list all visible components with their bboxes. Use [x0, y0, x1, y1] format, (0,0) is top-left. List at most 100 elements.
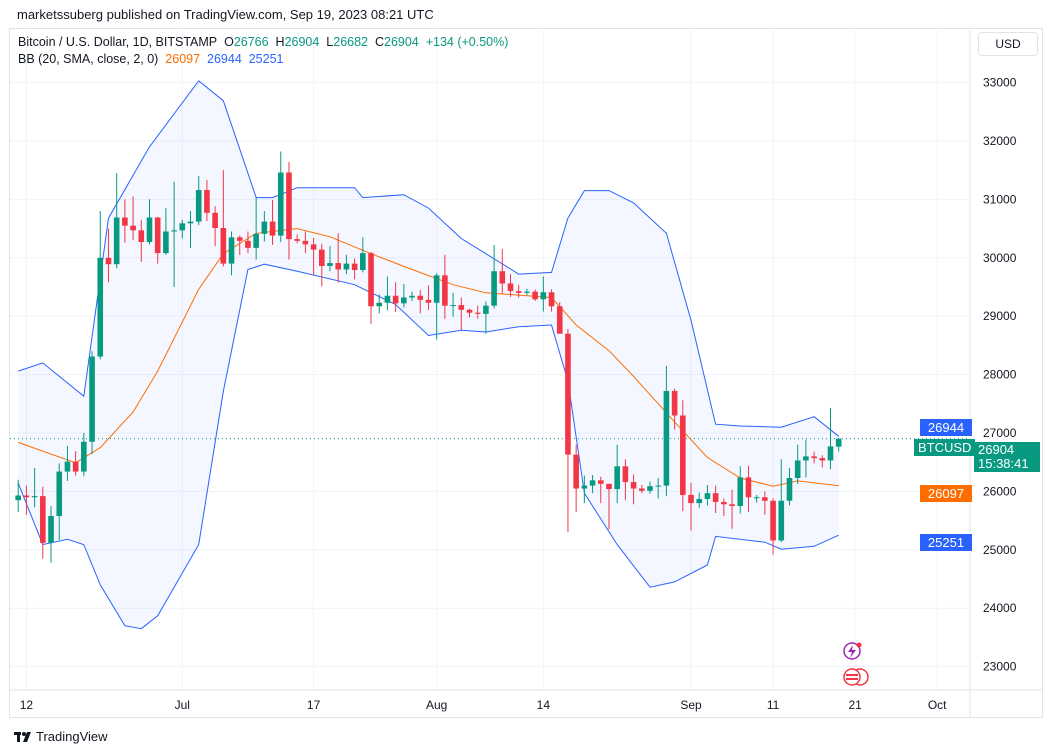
- candle-body: [40, 496, 46, 543]
- candle-body: [762, 497, 768, 501]
- candle-body: [753, 497, 760, 499]
- price-tick-label: 27000: [983, 426, 1017, 440]
- close-label: C: [374, 35, 384, 49]
- price-tick-label: 32000: [983, 134, 1017, 148]
- candle-body: [261, 221, 268, 234]
- candle-body: [638, 488, 645, 491]
- time-tick-label: 17: [307, 698, 321, 712]
- candle: [23, 485, 30, 515]
- candle: [622, 459, 629, 501]
- candle-body: [343, 263, 350, 270]
- candle-body: [335, 263, 342, 270]
- time-tick-label: Oct: [928, 698, 947, 712]
- candle-body: [384, 295, 391, 303]
- chart-frame: [9, 28, 1043, 718]
- candle: [474, 305, 481, 319]
- time-tick-label: Jul: [175, 698, 190, 712]
- candle-body: [187, 221, 194, 224]
- price-tick-label: 24000: [983, 601, 1017, 615]
- open-value: 26766: [233, 35, 269, 49]
- candle: [712, 485, 719, 514]
- lightning-glyph-icon: [848, 645, 856, 658]
- candle: [97, 211, 104, 360]
- low-value: 26682: [333, 35, 369, 49]
- candle: [64, 445, 71, 481]
- symbol-title[interactable]: Bitcoin / U.S. Dollar, 1D, BITSTAMP: [18, 35, 218, 49]
- candle: [647, 481, 653, 494]
- candle-body: [696, 499, 703, 504]
- candle-body: [409, 295, 415, 298]
- us-flag-event-icon[interactable]: [843, 668, 861, 686]
- candle: [105, 228, 112, 283]
- candle-body: [655, 485, 662, 487]
- time-tick-label: 14: [537, 698, 551, 712]
- candle-body: [286, 172, 292, 240]
- price-tick-label: 25000: [983, 543, 1017, 557]
- candle-body: [327, 263, 333, 266]
- bb-title[interactable]: BB (20, SMA, close, 2, 0): [18, 52, 159, 66]
- candle: [507, 274, 514, 297]
- candle-body: [163, 231, 169, 254]
- candle: [409, 291, 415, 302]
- candle: [737, 466, 744, 514]
- candle: [327, 246, 333, 272]
- candle: [753, 494, 760, 503]
- candle: [778, 459, 785, 543]
- candle: [89, 351, 95, 455]
- candle: [335, 233, 342, 283]
- candle: [655, 477, 662, 499]
- candle: [770, 498, 776, 555]
- candle-body: [565, 333, 571, 455]
- candle-body: [794, 460, 801, 478]
- candle-body: [146, 217, 153, 243]
- candle-body: [721, 501, 727, 505]
- candle: [286, 162, 292, 260]
- candle: [450, 292, 456, 317]
- bb-lower-tag: 25251: [920, 534, 972, 551]
- candle-body: [827, 446, 834, 461]
- currency-button[interactable]: USD: [978, 32, 1038, 56]
- price-tick-label: 23000: [983, 660, 1017, 674]
- bollinger-lower-line: [17, 263, 839, 630]
- price-tick-label: 29000: [983, 309, 1017, 323]
- candle-body: [688, 494, 694, 504]
- price-tick-label: 33000: [983, 76, 1017, 90]
- candle: [368, 251, 374, 324]
- candle-body: [803, 456, 809, 461]
- candle: [565, 329, 571, 533]
- bb-basis-value: 26097: [165, 52, 201, 66]
- candle: [253, 196, 259, 260]
- candle: [794, 444, 801, 484]
- candles: [15, 151, 842, 563]
- candle: [40, 486, 46, 559]
- bb-lower-value: 25251: [248, 52, 284, 66]
- candle: [154, 216, 161, 264]
- candle-body: [171, 230, 177, 232]
- candle: [15, 479, 22, 512]
- candle: [228, 231, 235, 276]
- candle: [113, 173, 120, 269]
- candle: [606, 483, 612, 530]
- candle-body: [532, 291, 538, 300]
- candle: [261, 211, 268, 242]
- candle-body: [23, 495, 30, 498]
- tradingview-logo[interactable]: TradingView: [14, 729, 108, 744]
- candle-body: [835, 438, 842, 447]
- candle: [245, 231, 251, 254]
- candle: [417, 289, 424, 314]
- candle-body: [458, 305, 465, 310]
- candle-body: [597, 480, 604, 484]
- price-tick-label: 31000: [983, 192, 1017, 206]
- candle-body: [474, 312, 481, 314]
- candle-body: [56, 471, 63, 516]
- low-label: L: [326, 35, 334, 49]
- candle-body: [704, 493, 711, 500]
- candle: [138, 219, 145, 262]
- candle-body: [581, 485, 588, 489]
- candle-body: [483, 305, 489, 314]
- candle-body: [130, 225, 136, 231]
- candle: [146, 199, 153, 245]
- candle-body: [630, 482, 637, 489]
- candle-body: [729, 504, 735, 507]
